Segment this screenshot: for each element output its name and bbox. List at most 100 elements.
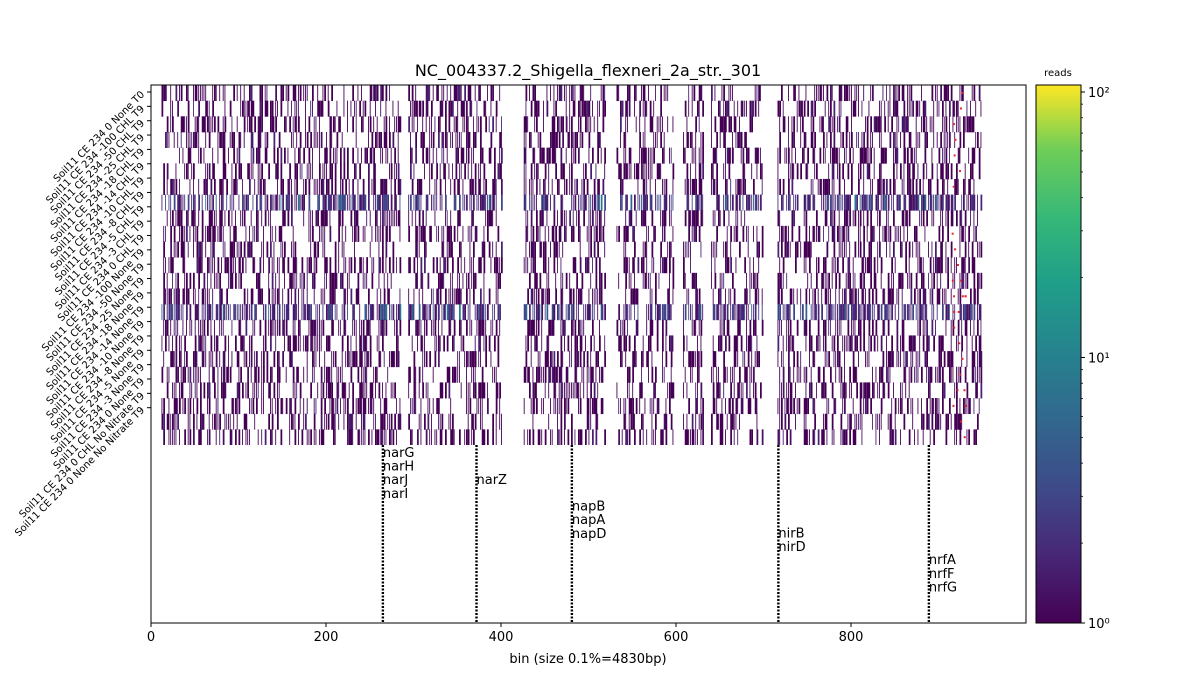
heatmap-row [179, 147, 981, 164]
heatmap-cell [651, 351, 653, 368]
heatmap-cell [803, 398, 806, 415]
heatmap-cell [588, 413, 590, 430]
heatmap-cell [217, 335, 219, 352]
heatmap-cell [571, 194, 572, 211]
heatmap-cell [627, 100, 628, 117]
heatmap-cell [275, 335, 277, 352]
heatmap-cell [387, 194, 389, 211]
heatmap-cell [756, 351, 759, 368]
heatmap-cell [543, 398, 544, 415]
heatmap-cell [324, 225, 326, 242]
heatmap-cell [702, 210, 704, 227]
heatmap-cell [466, 131, 468, 149]
heatmap-cell [971, 351, 974, 368]
heatmap-cell [334, 241, 337, 258]
heatmap-cell [949, 366, 951, 383]
heatmap-cell [172, 351, 174, 368]
heatmap-cell [653, 147, 655, 164]
heatmap-cell [747, 194, 750, 211]
heatmap-cell [385, 147, 387, 164]
heatmap-cell [249, 304, 250, 321]
heatmap-cell [950, 351, 953, 368]
heatmap-cell [712, 147, 715, 164]
heatmap-cell [900, 194, 901, 211]
heatmap-cell [655, 429, 656, 445]
heatmap-cell [455, 131, 457, 149]
heatmap-cell [399, 116, 402, 133]
heatmap-cell [669, 382, 671, 399]
gene-label: narZ [477, 473, 508, 488]
heatmap-cell [352, 85, 354, 102]
heatmap-cell [229, 272, 232, 289]
heatmap-cell [443, 241, 445, 258]
heatmap-cell [373, 116, 375, 133]
heatmap-cell [957, 413, 960, 430]
heatmap-cell [343, 288, 346, 305]
heatmap-cell [747, 335, 750, 352]
heatmap-cell [443, 304, 445, 321]
heatmap-cell [922, 178, 924, 195]
heatmap-cell [326, 304, 328, 321]
heatmap-cell [459, 288, 461, 305]
heatmap-cell [980, 272, 983, 289]
heatmap-cell [431, 225, 432, 242]
heatmap-cell [905, 241, 907, 258]
heatmap-cell [847, 335, 849, 352]
heatmap-cell [805, 225, 808, 242]
heatmap-cell [453, 85, 456, 102]
heatmap-cell [726, 241, 728, 258]
heatmap-cell [693, 147, 695, 164]
heatmap-cell [749, 116, 752, 133]
heatmap-cell [777, 272, 780, 289]
heatmap-cell [187, 413, 189, 430]
heatmap-cell [534, 382, 536, 399]
heatmap-cell [950, 319, 952, 336]
heatmap-cell [884, 147, 886, 164]
heatmap-cell [658, 272, 660, 289]
heatmap-cell [933, 116, 935, 133]
heatmap-cell [751, 163, 753, 180]
heatmap-cell [495, 429, 497, 445]
heatmap-cell [662, 335, 664, 352]
heatmap-cell [859, 210, 862, 227]
heatmap-cell [525, 100, 527, 117]
heatmap-cell [796, 398, 798, 415]
heatmap-cell [980, 319, 982, 336]
heatmap-cell [845, 225, 847, 242]
heatmap-cell [753, 319, 755, 336]
heatmap-cell [217, 413, 219, 430]
heatmap-cell [908, 178, 911, 195]
heatmap-cell [392, 210, 394, 227]
heatmap-cell [546, 288, 549, 305]
heatmap-cell [166, 288, 168, 305]
heatmap-cell [844, 178, 845, 195]
heatmap-cell [238, 382, 241, 399]
heatmap-cell [931, 147, 933, 164]
heatmap-cell [908, 257, 910, 274]
heatmap-cell [194, 116, 196, 133]
heatmap-cell [474, 225, 477, 242]
heatmap-cell [228, 351, 229, 368]
heatmap-cell [408, 366, 410, 383]
heatmap-cell [730, 366, 732, 383]
heatmap-cell [163, 351, 165, 368]
heatmap-cell [744, 351, 746, 368]
heatmap-cell [702, 100, 704, 117]
heatmap-cell [324, 366, 326, 383]
heatmap-cell [497, 257, 499, 274]
heatmap-cell [487, 398, 489, 415]
heatmap-cell [180, 366, 182, 383]
heatmap-cell [229, 131, 231, 149]
heatmap-cell [868, 100, 870, 117]
heatmap-cell [747, 398, 750, 415]
heatmap-cell [849, 257, 851, 274]
heatmap-cell [532, 85, 535, 102]
heatmap-cell [478, 351, 480, 368]
heatmap-cell [651, 163, 653, 180]
heatmap-cell [805, 413, 807, 430]
heatmap-cell [970, 319, 971, 336]
heatmap-cell [798, 225, 801, 242]
heatmap-cell [842, 335, 844, 352]
heatmap-cell [929, 398, 931, 415]
heatmap-cell [833, 225, 836, 242]
